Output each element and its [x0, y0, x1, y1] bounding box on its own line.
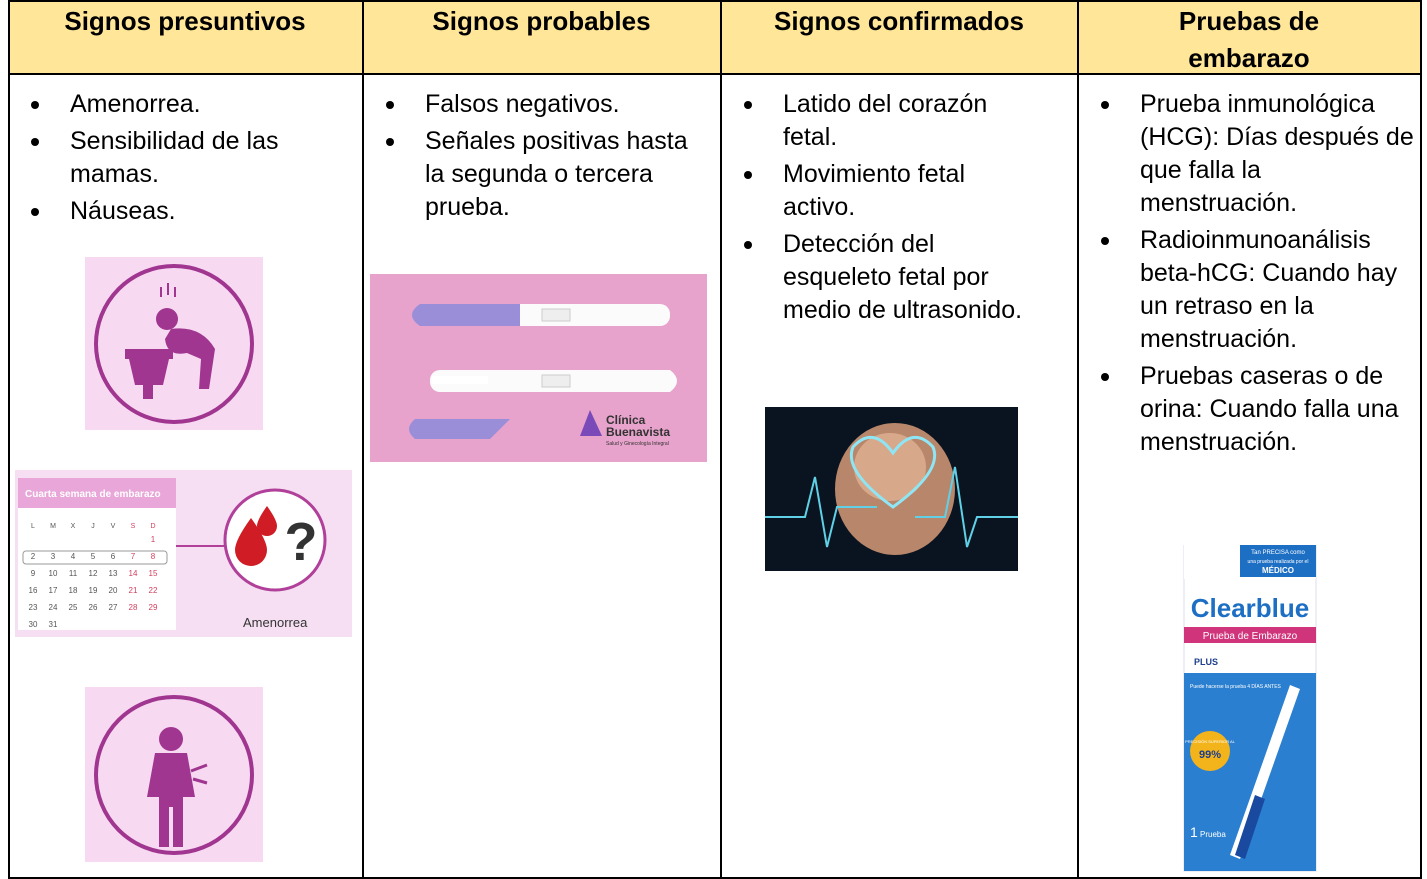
calendar-image: Cuarta semana de embarazo ? Amenorrea L M… — [15, 470, 352, 637]
photo-brand: Clínica — [606, 413, 646, 427]
weekday: J — [91, 523, 95, 530]
calendar-day: 12 — [89, 569, 98, 578]
header-text: Pruebas de embarazo — [1178, 6, 1320, 73]
calendar-day: 11 — [69, 569, 78, 578]
list-item: Detección del esqueleto fetal por medio … — [721, 228, 1036, 327]
list-item: Amenorrea. — [8, 88, 298, 121]
list-item: Latido del corazón fetal. — [721, 88, 1036, 154]
calendar-day: 15 — [149, 569, 158, 578]
photo-brand: Buenavista — [606, 425, 670, 439]
weekday: X — [71, 523, 76, 530]
list-item: Pruebas caseras o de orina: Cuando falla… — [1078, 360, 1418, 459]
sign-list: Amenorrea. Sensibilidad de las mamas. Ná… — [8, 88, 298, 232]
calendar-day: 22 — [149, 586, 158, 595]
calendar-title: Cuarta semana de embarazo — [25, 489, 161, 500]
header-cell: Signos presuntivos — [8, 0, 363, 73]
border — [8, 0, 1421, 2]
box-count: 1 — [1190, 824, 1198, 840]
box-percent: 99% — [1199, 749, 1221, 761]
calendar-day: 30 — [29, 620, 38, 629]
sign-list: Latido del corazón fetal. Movimiento fet… — [721, 88, 1036, 331]
weekday: M — [50, 523, 56, 530]
calendar-day: 8 — [151, 552, 156, 561]
calendar-day: 26 — [89, 603, 98, 612]
calendar-day: 16 — [29, 586, 38, 595]
calendar-day: 4 — [71, 552, 76, 561]
weekday: L — [31, 523, 35, 530]
calendar-day: 1 — [151, 535, 156, 544]
box-product: Prueba de Embarazo — [1203, 631, 1298, 642]
calendar-day: 7 — [131, 552, 136, 561]
calendar-day: 25 — [69, 603, 78, 612]
box-early: Puede hacerse la prueba 4 DÍAS ANTES — [1190, 683, 1282, 690]
calendar-day: 10 — [49, 569, 58, 578]
weekday: S — [131, 523, 136, 530]
border — [362, 0, 364, 879]
week-highlight — [22, 550, 168, 565]
calendar-day: 19 — [89, 586, 98, 595]
woman-icon — [85, 687, 263, 862]
calendar-symbol: ? — [285, 512, 318, 572]
sign-list: Falsos negativos. Señales positivas hast… — [363, 88, 708, 228]
calendar-day: 6 — [111, 552, 116, 561]
test-photo: Clínica Buenavista Salud y Ginecología I… — [370, 274, 707, 462]
embryo-image — [765, 407, 1018, 571]
list-item: Señales positivas hasta la segunda o ter… — [363, 125, 708, 224]
photo-tagline: Salud y Ginecología Integral — [606, 441, 669, 447]
border — [720, 0, 722, 879]
calendar-day: 24 — [49, 603, 58, 612]
calendar-day: 23 — [29, 603, 38, 612]
border — [8, 73, 1421, 75]
calendar-day: 2 — [31, 552, 36, 561]
calendar-day: 13 — [109, 569, 118, 578]
border — [8, 877, 1421, 879]
list-item: Náuseas. — [8, 195, 298, 228]
list-item: Prueba inmunológica (HCG): Días después … — [1078, 88, 1418, 220]
calendar-day: 31 — [49, 620, 58, 629]
calendar-day: 9 — [31, 569, 36, 578]
box-claim: una prueba realizada por el — [1248, 559, 1309, 565]
box-precision: PRECISIÓN SUPERIOR AL — [1185, 739, 1236, 744]
calendar-day: 20 — [109, 586, 118, 595]
header-cell: Signos confirmados — [721, 0, 1078, 73]
weekday: V — [111, 523, 116, 530]
box-claim: Tan PRECISA como — [1251, 550, 1305, 556]
nausea-icon — [85, 257, 263, 430]
calendar-day: 27 — [109, 603, 118, 612]
sign-list: Prueba inmunológica (HCG): Días después … — [1078, 88, 1418, 463]
border — [1077, 0, 1079, 879]
header-text: Signos probables — [432, 6, 651, 36]
list-item: Falsos negativos. — [363, 88, 708, 121]
calendar-label: Amenorrea — [243, 615, 308, 630]
header-cell: Signos probables — [363, 0, 721, 73]
list-item: Radioinmunoanálisis beta-hCG: Cuando hay… — [1078, 224, 1418, 356]
calendar-day: 14 — [129, 569, 138, 578]
clearblue-box: Tan PRECISA como una prueba realizada po… — [1183, 545, 1317, 872]
header-text: Signos confirmados — [774, 6, 1024, 36]
box-unit: Prueba — [1200, 830, 1226, 839]
calendar-day: 17 — [49, 586, 58, 595]
header-text: Signos presuntivos — [64, 6, 306, 36]
box-brand: Clearblue — [1191, 593, 1310, 623]
border — [1420, 0, 1422, 879]
calendar-day: 28 — [129, 603, 138, 612]
box-claim: MÉDICO — [1262, 566, 1294, 575]
weekday: D — [150, 523, 155, 530]
calendar-day: 29 — [149, 603, 158, 612]
box-plus: PLUS — [1194, 657, 1218, 667]
header-cell: Pruebas de embarazo — [1078, 0, 1421, 73]
border — [8, 0, 10, 879]
calendar-day: 5 — [91, 552, 96, 561]
calendar-day: 3 — [51, 552, 56, 561]
calendar-day: 21 — [129, 586, 138, 595]
list-item: Sensibilidad de las mamas. — [8, 125, 298, 191]
list-item: Movimiento fetal activo. — [721, 158, 1036, 224]
calendar-day: 18 — [69, 586, 78, 595]
